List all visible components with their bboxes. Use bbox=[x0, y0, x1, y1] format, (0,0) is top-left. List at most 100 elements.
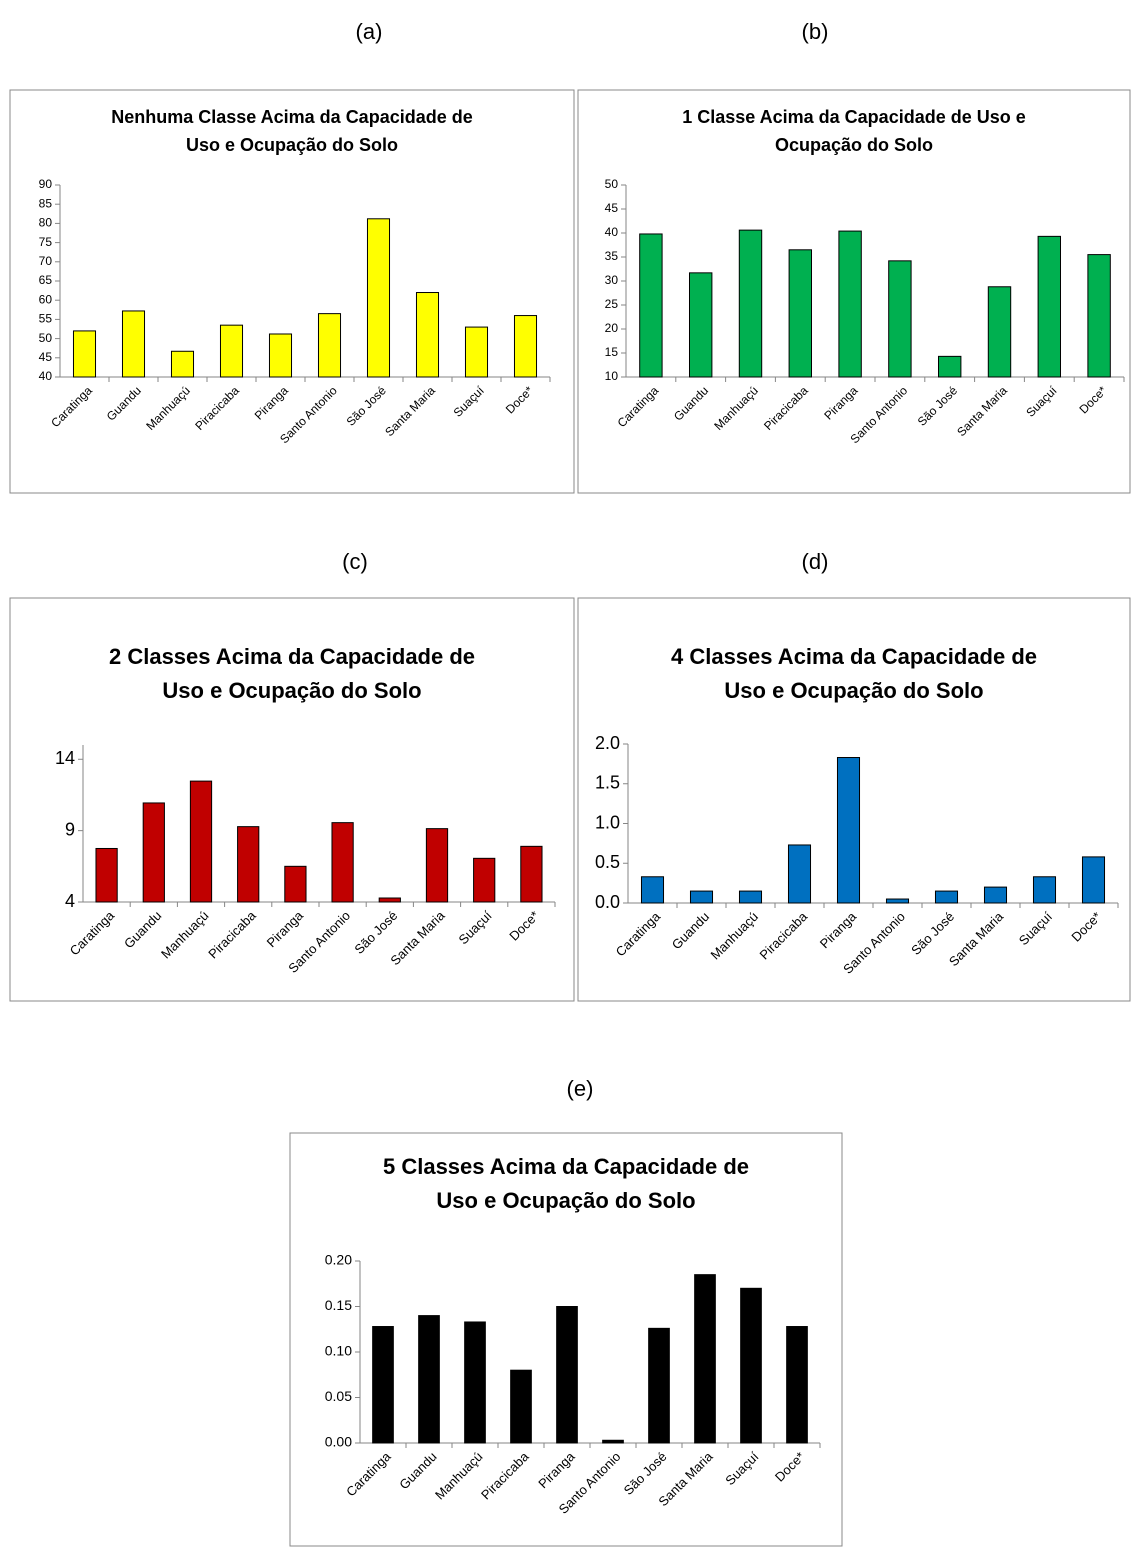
bar bbox=[520, 845, 543, 903]
bar bbox=[473, 857, 496, 903]
panel-label: (a) bbox=[356, 19, 383, 44]
bar bbox=[366, 218, 391, 378]
bar bbox=[934, 890, 959, 904]
y-tick-label: 65 bbox=[39, 273, 53, 287]
bar bbox=[639, 233, 663, 378]
bar bbox=[689, 890, 714, 904]
bar bbox=[1081, 856, 1106, 904]
y-tick-label: 15 bbox=[605, 345, 619, 359]
bar bbox=[688, 272, 713, 378]
chart-title: 2 Classes Acima da Capacidade de bbox=[109, 644, 475, 669]
bar bbox=[418, 1315, 440, 1444]
bar bbox=[464, 1321, 486, 1444]
bar bbox=[317, 313, 342, 378]
panel-label: (e) bbox=[567, 1076, 594, 1101]
bar bbox=[219, 324, 244, 378]
bar bbox=[121, 310, 146, 378]
bar bbox=[556, 1306, 578, 1444]
y-tick-label: 1.0 bbox=[595, 812, 620, 832]
bar bbox=[284, 865, 307, 903]
bar bbox=[694, 1274, 716, 1444]
bar bbox=[1037, 235, 1062, 378]
bar bbox=[885, 898, 910, 904]
y-tick-label: 1.5 bbox=[595, 773, 620, 793]
y-tick-label: 85 bbox=[39, 196, 53, 210]
bar bbox=[640, 876, 665, 904]
y-tick-label: 45 bbox=[605, 201, 619, 215]
bar bbox=[513, 315, 538, 378]
y-tick-label: 14 bbox=[55, 748, 75, 768]
y-tick-label: 60 bbox=[39, 292, 53, 306]
y-tick-label: 0.00 bbox=[325, 1434, 352, 1450]
chart-title: 5 Classes Acima da Capacidade de bbox=[383, 1154, 749, 1179]
panel-label: (d) bbox=[802, 549, 829, 574]
y-tick-label: 2.0 bbox=[595, 733, 620, 753]
y-tick-label: 0.05 bbox=[325, 1388, 352, 1404]
bar bbox=[95, 847, 118, 903]
bar bbox=[788, 249, 813, 378]
chart-title: 1 Classe Acima da Capacidade de Uso e bbox=[682, 107, 1026, 127]
bar bbox=[425, 828, 449, 903]
bar bbox=[648, 1327, 670, 1444]
y-tick-label: 55 bbox=[39, 312, 53, 326]
bar bbox=[738, 229, 763, 378]
bar bbox=[464, 326, 489, 378]
y-tick-label: 0.20 bbox=[325, 1252, 352, 1268]
chart-title: Uso e Ocupação do Solo bbox=[436, 1188, 695, 1213]
chart-title: Uso e Ocupação do Solo bbox=[724, 678, 983, 703]
bar bbox=[1032, 876, 1057, 904]
bar bbox=[888, 260, 912, 378]
y-tick-label: 75 bbox=[39, 235, 53, 249]
panel-label: (c) bbox=[342, 549, 368, 574]
bar bbox=[237, 826, 260, 903]
y-tick-label: 0.10 bbox=[325, 1343, 352, 1359]
bar bbox=[787, 844, 812, 904]
y-tick-label: 20 bbox=[605, 321, 619, 335]
y-tick-label: 40 bbox=[605, 225, 619, 239]
bar bbox=[937, 355, 962, 378]
bar bbox=[983, 886, 1008, 904]
bar bbox=[786, 1326, 808, 1444]
y-tick-label: 40 bbox=[39, 369, 53, 383]
panel-label: (b) bbox=[802, 19, 829, 44]
bar bbox=[415, 292, 440, 378]
chart-title: Nenhuma Classe Acima da Capacidade de bbox=[111, 107, 472, 127]
y-tick-label: 0.0 bbox=[595, 892, 620, 912]
bar bbox=[738, 890, 763, 904]
y-tick-label: 4 bbox=[65, 891, 75, 911]
chart-title: Uso e Ocupação do Solo bbox=[186, 135, 398, 155]
y-tick-label: 0.15 bbox=[325, 1297, 352, 1313]
y-tick-label: 25 bbox=[605, 297, 619, 311]
bar bbox=[142, 802, 165, 903]
y-tick-label: 9 bbox=[65, 819, 75, 839]
y-tick-label: 0.5 bbox=[595, 852, 620, 872]
y-tick-label: 45 bbox=[39, 350, 53, 364]
bar bbox=[170, 350, 195, 378]
y-tick-label: 50 bbox=[39, 331, 53, 345]
y-tick-label: 30 bbox=[605, 273, 619, 287]
y-tick-label: 90 bbox=[39, 177, 53, 191]
chart-frame bbox=[9, 597, 575, 1002]
bar bbox=[378, 897, 401, 903]
bar bbox=[836, 757, 861, 904]
bar bbox=[268, 333, 293, 378]
bar bbox=[838, 230, 862, 378]
y-tick-label: 10 bbox=[605, 369, 619, 383]
chart-title: 4 Classes Acima da Capacidade de bbox=[671, 644, 1037, 669]
bar bbox=[740, 1287, 762, 1444]
chart-frame bbox=[9, 89, 575, 494]
y-tick-label: 50 bbox=[605, 177, 619, 191]
chart-title: Ocupação do Solo bbox=[775, 135, 933, 155]
bar bbox=[510, 1369, 532, 1444]
y-tick-label: 35 bbox=[605, 249, 619, 263]
y-tick-label: 80 bbox=[39, 216, 53, 230]
bar bbox=[987, 286, 1012, 378]
y-tick-label: 70 bbox=[39, 254, 53, 268]
bar bbox=[372, 1326, 394, 1444]
bar bbox=[602, 1439, 624, 1444]
bar bbox=[331, 822, 354, 903]
chart-title: Uso e Ocupação do Solo bbox=[162, 678, 421, 703]
bar bbox=[1087, 254, 1111, 378]
bar bbox=[72, 330, 97, 378]
